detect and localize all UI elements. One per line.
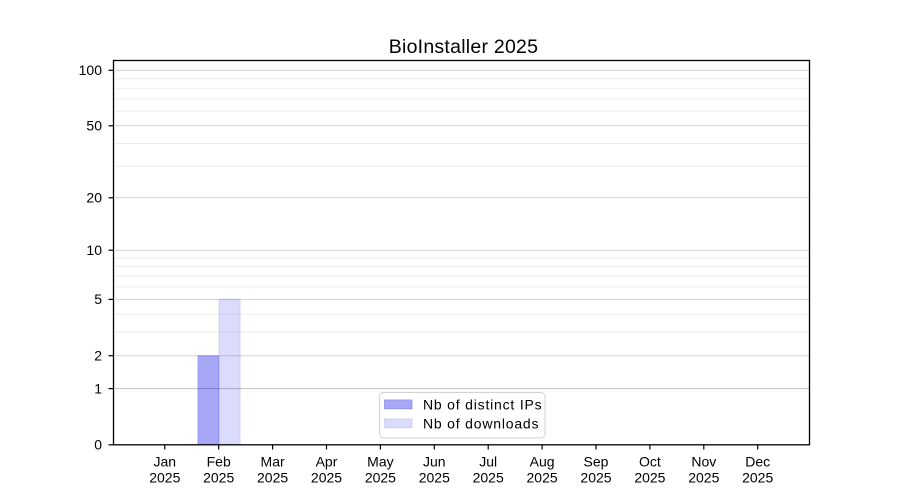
svg-text:2025: 2025 bbox=[419, 470, 450, 486]
svg-text:Oct: Oct bbox=[639, 453, 661, 469]
svg-text:Mar: Mar bbox=[261, 453, 285, 469]
svg-text:2025: 2025 bbox=[203, 470, 234, 486]
svg-text:Jun: Jun bbox=[423, 453, 446, 469]
svg-text:Apr: Apr bbox=[316, 453, 338, 469]
svg-text:Dec: Dec bbox=[745, 453, 770, 469]
svg-text:2025: 2025 bbox=[634, 470, 665, 486]
svg-text:100: 100 bbox=[79, 62, 103, 78]
svg-text:0: 0 bbox=[94, 437, 102, 453]
svg-text:5: 5 bbox=[94, 291, 102, 307]
svg-text:May: May bbox=[367, 453, 393, 469]
svg-text:Nov: Nov bbox=[691, 453, 716, 469]
svg-text:Feb: Feb bbox=[207, 453, 231, 469]
svg-text:2025: 2025 bbox=[149, 470, 180, 486]
svg-text:10: 10 bbox=[86, 242, 102, 258]
svg-text:BioInstaller 2025: BioInstaller 2025 bbox=[389, 36, 539, 58]
svg-text:2025: 2025 bbox=[365, 470, 396, 486]
svg-text:2025: 2025 bbox=[688, 470, 719, 486]
svg-text:2025: 2025 bbox=[257, 470, 288, 486]
svg-text:2025: 2025 bbox=[311, 470, 342, 486]
svg-text:2025: 2025 bbox=[473, 470, 504, 486]
svg-text:Jan: Jan bbox=[154, 453, 177, 469]
svg-text:Nb of distinct IPs: Nb of distinct IPs bbox=[423, 397, 542, 413]
svg-text:2025: 2025 bbox=[742, 470, 773, 486]
svg-text:2025: 2025 bbox=[580, 470, 611, 486]
svg-text:1: 1 bbox=[94, 380, 102, 396]
svg-text:Nb of downloads: Nb of downloads bbox=[423, 416, 539, 432]
svg-text:Sep: Sep bbox=[584, 453, 609, 469]
svg-text:2025: 2025 bbox=[527, 470, 558, 486]
svg-text:Jul: Jul bbox=[479, 453, 497, 469]
svg-text:20: 20 bbox=[86, 190, 102, 206]
svg-text:50: 50 bbox=[86, 118, 102, 134]
svg-text:Aug: Aug bbox=[530, 453, 555, 469]
svg-text:2: 2 bbox=[94, 347, 102, 363]
